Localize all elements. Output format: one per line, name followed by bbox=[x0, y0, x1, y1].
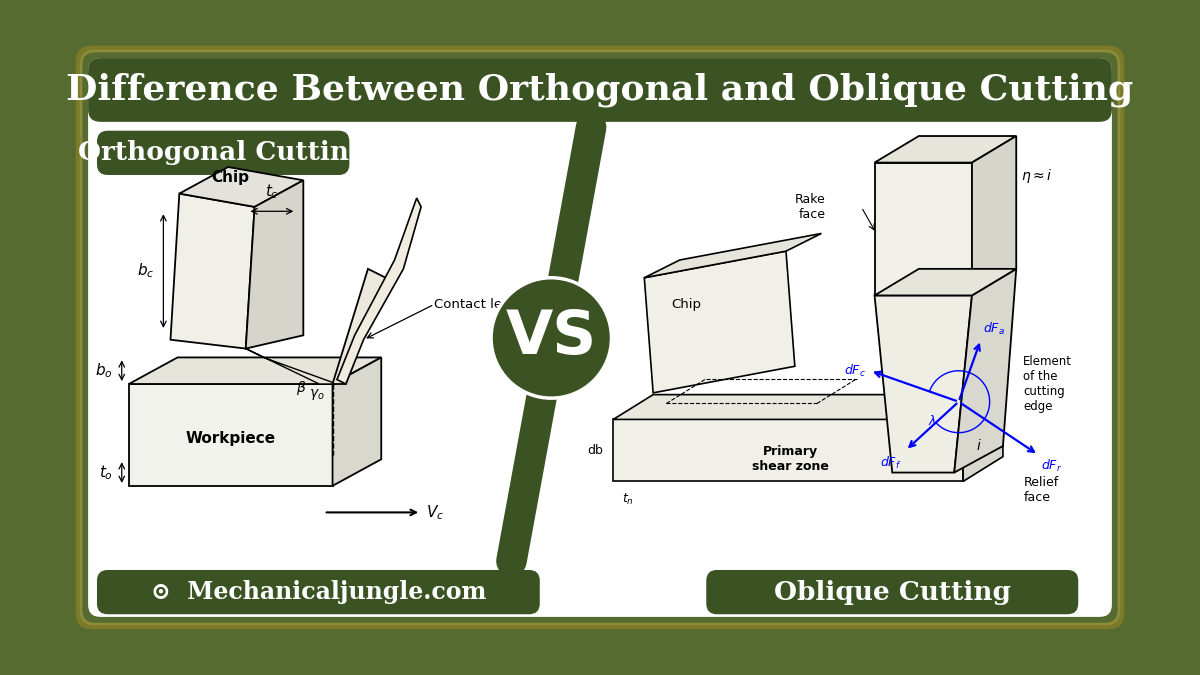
Text: $dF_a$: $dF_a$ bbox=[984, 321, 1006, 337]
FancyBboxPatch shape bbox=[97, 570, 540, 614]
Text: ⊙  Mechanicaljungle.com: ⊙ Mechanicaljungle.com bbox=[151, 580, 486, 604]
Text: Relief
face: Relief face bbox=[1024, 477, 1058, 504]
FancyBboxPatch shape bbox=[82, 51, 1118, 624]
Text: $dF_c$: $dF_c$ bbox=[844, 362, 865, 379]
FancyBboxPatch shape bbox=[88, 58, 1112, 122]
Polygon shape bbox=[128, 384, 332, 486]
Polygon shape bbox=[875, 136, 1016, 163]
Polygon shape bbox=[337, 198, 421, 384]
Polygon shape bbox=[644, 234, 822, 277]
Text: $t_n$: $t_n$ bbox=[622, 492, 634, 507]
Text: VS: VS bbox=[505, 308, 596, 367]
Text: $\eta \approx i$: $\eta \approx i$ bbox=[1021, 167, 1052, 185]
Text: Rake
face: Rake face bbox=[796, 193, 826, 221]
Text: Orthogonal Cutting: Orthogonal Cutting bbox=[78, 140, 367, 165]
Text: db: db bbox=[587, 444, 602, 457]
Polygon shape bbox=[332, 269, 385, 384]
Polygon shape bbox=[964, 395, 1003, 481]
Text: Primary
shear zone: Primary shear zone bbox=[752, 446, 829, 473]
Text: $i$: $i$ bbox=[977, 439, 982, 454]
Text: Workpiece: Workpiece bbox=[186, 431, 276, 446]
FancyBboxPatch shape bbox=[97, 131, 349, 175]
Text: $t_c$: $t_c$ bbox=[265, 182, 278, 200]
Text: Difference Between Orthogonal and Oblique Cutting: Difference Between Orthogonal and Obliqu… bbox=[66, 73, 1134, 107]
Text: $dF_f$: $dF_f$ bbox=[880, 455, 901, 471]
Polygon shape bbox=[644, 251, 794, 393]
Polygon shape bbox=[875, 269, 1016, 296]
Text: $V_c$: $V_c$ bbox=[426, 503, 444, 522]
Text: $\gamma_o$: $\gamma_o$ bbox=[308, 387, 324, 402]
Circle shape bbox=[491, 277, 612, 398]
FancyBboxPatch shape bbox=[707, 570, 1079, 614]
Text: $\beta$: $\beta$ bbox=[296, 379, 307, 398]
Polygon shape bbox=[613, 395, 1003, 419]
Polygon shape bbox=[179, 167, 304, 207]
Text: $t_o$: $t_o$ bbox=[98, 463, 113, 482]
Polygon shape bbox=[875, 163, 972, 296]
Polygon shape bbox=[246, 180, 304, 348]
Text: Element
of the
cutting
edge: Element of the cutting edge bbox=[1024, 355, 1073, 413]
Polygon shape bbox=[972, 136, 1016, 296]
Text: Chip: Chip bbox=[671, 298, 701, 310]
Text: Oblique Cutting: Oblique Cutting bbox=[774, 580, 1010, 605]
Polygon shape bbox=[875, 296, 972, 472]
Polygon shape bbox=[170, 194, 254, 348]
Text: $b_c$: $b_c$ bbox=[137, 262, 155, 280]
FancyBboxPatch shape bbox=[88, 58, 1112, 617]
Polygon shape bbox=[128, 358, 382, 384]
Text: Chip: Chip bbox=[211, 170, 248, 185]
Text: $dF_r$: $dF_r$ bbox=[1042, 458, 1062, 474]
Polygon shape bbox=[954, 269, 1016, 472]
Text: Contact length: Contact length bbox=[434, 298, 533, 310]
FancyBboxPatch shape bbox=[76, 46, 1124, 629]
Polygon shape bbox=[246, 348, 337, 384]
Text: $b_o$: $b_o$ bbox=[95, 361, 113, 380]
Polygon shape bbox=[613, 419, 964, 481]
Polygon shape bbox=[332, 358, 382, 486]
Text: $\lambda$: $\lambda$ bbox=[928, 414, 936, 428]
